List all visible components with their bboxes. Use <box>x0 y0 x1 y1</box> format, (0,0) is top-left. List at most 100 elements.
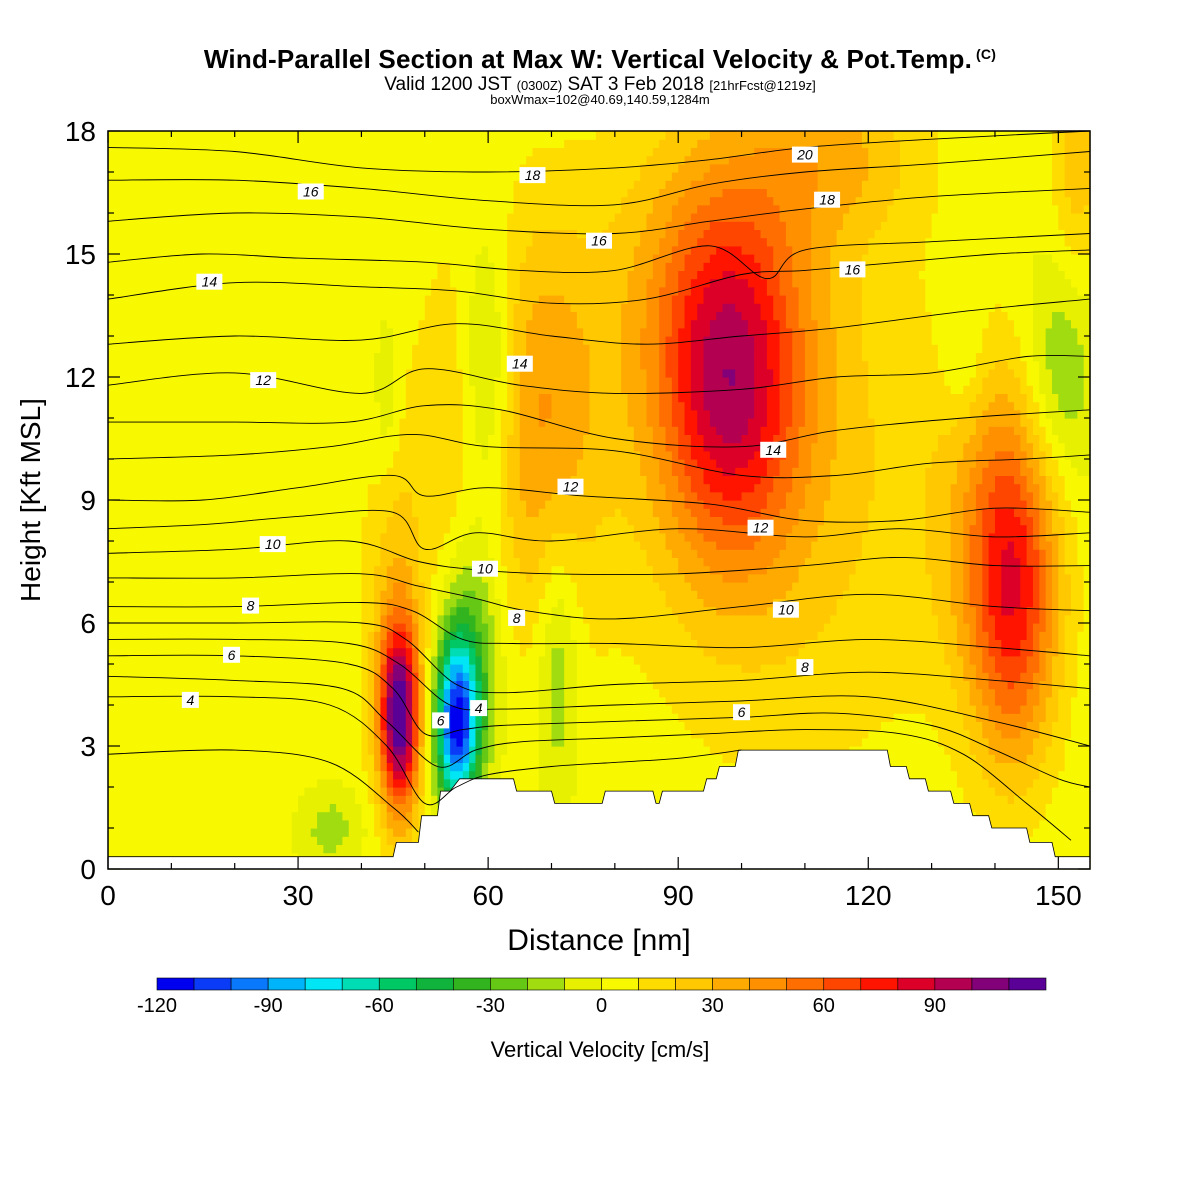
velocity-cell <box>988 778 996 788</box>
velocity-cell <box>842 737 850 747</box>
velocity-cell <box>950 623 958 632</box>
velocity-cell <box>557 705 565 714</box>
velocity-cell <box>1026 696 1034 706</box>
velocity-cell <box>285 811 293 821</box>
velocity-cell <box>247 639 255 649</box>
velocity-cell <box>773 623 781 632</box>
velocity-cell <box>108 828 115 837</box>
velocity-cell <box>893 746 901 755</box>
velocity-cell <box>336 623 344 632</box>
velocity-cell <box>1032 664 1040 673</box>
velocity-cell <box>684 729 692 739</box>
velocity-cell <box>177 787 185 796</box>
velocity-cell <box>602 655 610 665</box>
velocity-cell <box>367 647 375 657</box>
velocity-cell <box>633 647 641 657</box>
velocity-cell <box>855 688 863 698</box>
velocity-cell <box>982 614 990 624</box>
velocity-cell <box>633 680 641 690</box>
velocity-cell <box>285 672 293 681</box>
velocity-cell <box>247 836 255 845</box>
velocity-cell <box>1001 705 1009 714</box>
velocity-cell <box>222 631 229 640</box>
velocity-cell <box>823 639 831 649</box>
velocity-cell <box>861 729 869 739</box>
velocity-cell <box>652 737 660 747</box>
velocity-cell <box>450 770 458 780</box>
velocity-cell <box>963 762 971 772</box>
velocity-cell <box>1013 664 1021 673</box>
velocity-cell <box>437 614 445 624</box>
velocity-cell <box>1026 655 1034 665</box>
velocity-cell <box>722 688 730 698</box>
velocity-cell <box>1013 737 1021 747</box>
velocity-cell <box>773 721 781 731</box>
velocity-cell <box>127 705 134 714</box>
velocity-cell <box>918 746 926 755</box>
velocity-cell <box>374 770 382 780</box>
velocity-cell <box>1020 696 1028 706</box>
velocity-cell <box>950 664 958 673</box>
velocity-cell <box>222 787 229 796</box>
velocity-cell <box>1064 828 1072 837</box>
velocity-cell <box>1064 836 1072 845</box>
velocity-cell <box>272 672 280 681</box>
velocity-cell <box>133 606 141 616</box>
velocity-cell <box>203 639 210 649</box>
velocity-cell <box>982 672 990 681</box>
velocity-cell <box>735 614 743 624</box>
velocity-cell <box>975 787 983 796</box>
velocity-cell <box>1039 680 1047 690</box>
velocity-cell <box>640 688 648 698</box>
velocity-cell <box>139 647 147 657</box>
velocity-cell <box>830 729 838 739</box>
velocity-cell <box>697 705 705 714</box>
velocity-cell <box>760 729 768 739</box>
velocity-cell <box>589 754 597 763</box>
velocity-cell <box>323 795 331 804</box>
velocity-cell <box>709 713 717 722</box>
velocity-cell <box>880 696 888 706</box>
velocity-cell <box>456 762 464 772</box>
velocity-cell <box>386 631 394 640</box>
velocity-cell <box>1039 836 1047 845</box>
velocity-cell <box>817 737 825 747</box>
velocity-cell <box>317 770 325 780</box>
velocity-cell <box>1058 770 1066 780</box>
velocity-cell <box>228 828 236 837</box>
velocity-cell <box>690 737 698 747</box>
velocity-cell <box>754 729 762 739</box>
velocity-cell <box>171 778 179 788</box>
velocity-cell <box>576 770 584 780</box>
velocity-cell <box>165 787 172 796</box>
velocity-cell <box>678 713 686 722</box>
velocity-cell <box>912 696 920 706</box>
velocity-cell <box>627 705 635 714</box>
velocity-cell <box>817 680 825 690</box>
velocity-cell <box>234 787 242 796</box>
velocity-cell <box>1064 705 1072 714</box>
velocity-cell <box>893 729 901 739</box>
velocity-cell <box>469 631 477 640</box>
velocity-cell <box>1013 631 1021 640</box>
velocity-cell <box>355 828 363 837</box>
velocity-cell <box>1001 639 1009 649</box>
velocity-cell <box>1070 680 1078 690</box>
velocity-cell <box>969 713 977 722</box>
velocity-cell <box>1020 811 1028 821</box>
velocity-cell <box>1064 778 1072 788</box>
velocity-cell <box>158 819 166 829</box>
velocity-cell <box>500 623 508 632</box>
velocity-cell <box>570 614 578 624</box>
velocity-cell <box>412 787 420 796</box>
velocity-cell <box>247 721 255 731</box>
velocity-cell <box>234 836 242 845</box>
velocity-cell <box>361 836 369 845</box>
velocity-cell <box>583 721 591 731</box>
velocity-cell <box>171 705 179 714</box>
velocity-cell <box>228 844 236 854</box>
velocity-cell <box>196 623 204 632</box>
velocity-cell <box>184 787 191 796</box>
velocity-cell <box>266 836 274 845</box>
velocity-cell <box>291 705 299 714</box>
